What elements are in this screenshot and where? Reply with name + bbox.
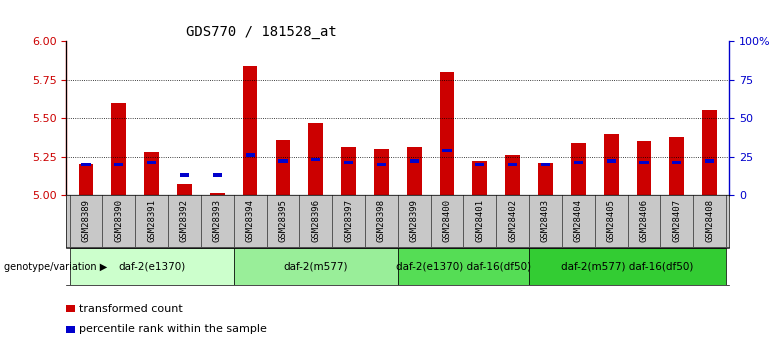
Bar [407, 147, 422, 195]
Bar [114, 162, 123, 166]
Text: daf-2(e1370): daf-2(e1370) [118, 262, 186, 272]
Text: GSM28406: GSM28406 [640, 199, 648, 242]
Text: GSM28399: GSM28399 [410, 199, 419, 242]
Text: GSM28389: GSM28389 [81, 199, 90, 242]
Bar [81, 162, 90, 166]
Text: GSM28395: GSM28395 [278, 199, 287, 242]
Text: transformed count: transformed count [79, 304, 183, 314]
Text: GSM28404: GSM28404 [574, 199, 583, 242]
Bar [213, 173, 222, 177]
Bar [278, 159, 288, 163]
Bar [374, 149, 388, 195]
Bar [607, 159, 615, 163]
Bar [246, 153, 255, 157]
Bar [529, 248, 726, 285]
Text: GSM28400: GSM28400 [442, 199, 452, 242]
Bar [508, 162, 517, 166]
Bar [180, 173, 189, 177]
Text: GSM28396: GSM28396 [311, 199, 321, 242]
Text: daf-2(m577): daf-2(m577) [283, 262, 348, 272]
Bar [243, 66, 257, 195]
Bar [541, 162, 550, 166]
Text: GSM28390: GSM28390 [115, 199, 123, 242]
Text: GSM28405: GSM28405 [607, 199, 615, 242]
Bar [308, 123, 323, 195]
Bar [341, 147, 356, 195]
Bar [144, 152, 159, 195]
Bar [79, 164, 94, 195]
Bar [571, 143, 586, 195]
Bar [672, 161, 682, 164]
Text: GSM28392: GSM28392 [180, 199, 189, 242]
Text: GDS770 / 181528_at: GDS770 / 181528_at [186, 25, 336, 39]
Bar [705, 159, 714, 163]
Bar [636, 141, 651, 195]
Bar [538, 163, 553, 195]
Text: daf-2(e1370) daf-16(df50): daf-2(e1370) daf-16(df50) [396, 262, 531, 272]
Bar [442, 149, 452, 152]
Bar [410, 159, 419, 163]
Text: GSM28391: GSM28391 [147, 199, 156, 242]
Bar [604, 134, 619, 195]
Text: GSM28398: GSM28398 [377, 199, 386, 242]
Text: genotype/variation ▶: genotype/variation ▶ [4, 262, 107, 272]
Bar [702, 110, 717, 195]
Text: GSM28408: GSM28408 [705, 199, 714, 242]
Text: percentile rank within the sample: percentile rank within the sample [79, 324, 267, 334]
Bar [398, 248, 529, 285]
Bar [311, 158, 321, 161]
Bar [574, 161, 583, 164]
Bar [473, 161, 488, 195]
Bar [147, 161, 156, 164]
Bar [344, 161, 353, 164]
Bar [69, 248, 234, 285]
Bar [66, 326, 76, 333]
Text: GSM28407: GSM28407 [672, 199, 681, 242]
Text: GSM28394: GSM28394 [246, 199, 254, 242]
Text: GSM28402: GSM28402 [509, 199, 517, 242]
Text: daf-2(m577) daf-16(df50): daf-2(m577) daf-16(df50) [562, 262, 693, 272]
Text: GSM28403: GSM28403 [541, 199, 550, 242]
Text: GSM28397: GSM28397 [344, 199, 353, 242]
Bar [640, 161, 648, 164]
Bar [112, 103, 126, 195]
Bar [669, 137, 684, 195]
Bar [210, 194, 225, 195]
Bar [177, 184, 192, 195]
Text: GSM28401: GSM28401 [475, 199, 484, 242]
Bar [234, 248, 398, 285]
Bar [275, 140, 290, 195]
Bar [66, 305, 76, 313]
Bar [377, 162, 386, 166]
Bar [475, 162, 484, 166]
Text: GSM28393: GSM28393 [213, 199, 222, 242]
Bar [440, 72, 455, 195]
Bar [505, 155, 520, 195]
